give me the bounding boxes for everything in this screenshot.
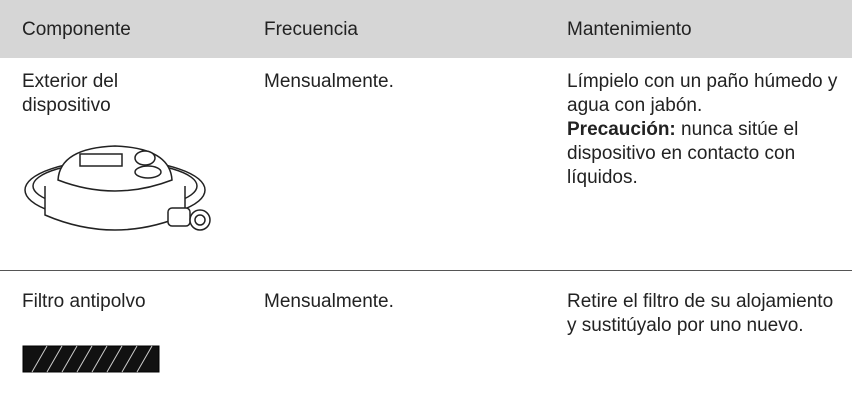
- frequency: Mensualmente.: [264, 291, 394, 312]
- device-illustration: [24, 145, 211, 231]
- maintenance-text: Límpielo con un paño húmedo y agua con j…: [567, 71, 838, 116]
- header-row: [0, 0, 852, 58]
- frequency: Mensualmente.: [264, 71, 394, 92]
- filter-illustration: [22, 345, 160, 373]
- maintenance: Retire el filtro de su alojamiento y sus…: [567, 291, 834, 336]
- caution: Precaución: nunca sitúe el dispositivo e…: [567, 118, 839, 190]
- header-cell: Componente: [22, 19, 131, 40]
- header-cell: Frecuencia: [264, 19, 358, 40]
- header-cell: Mantenimiento: [567, 19, 692, 40]
- caution-text: nunca sitúe el dispositivo en contacto c…: [567, 119, 799, 188]
- component: Filtro antipolvo: [22, 291, 146, 312]
- caution-label: Precaución:: [567, 119, 676, 140]
- maintenance: Límpielo con un paño húmedo y agua con j…: [567, 70, 839, 190]
- row-divider: [0, 270, 852, 271]
- component: Exterior del dispositivo: [22, 71, 119, 116]
